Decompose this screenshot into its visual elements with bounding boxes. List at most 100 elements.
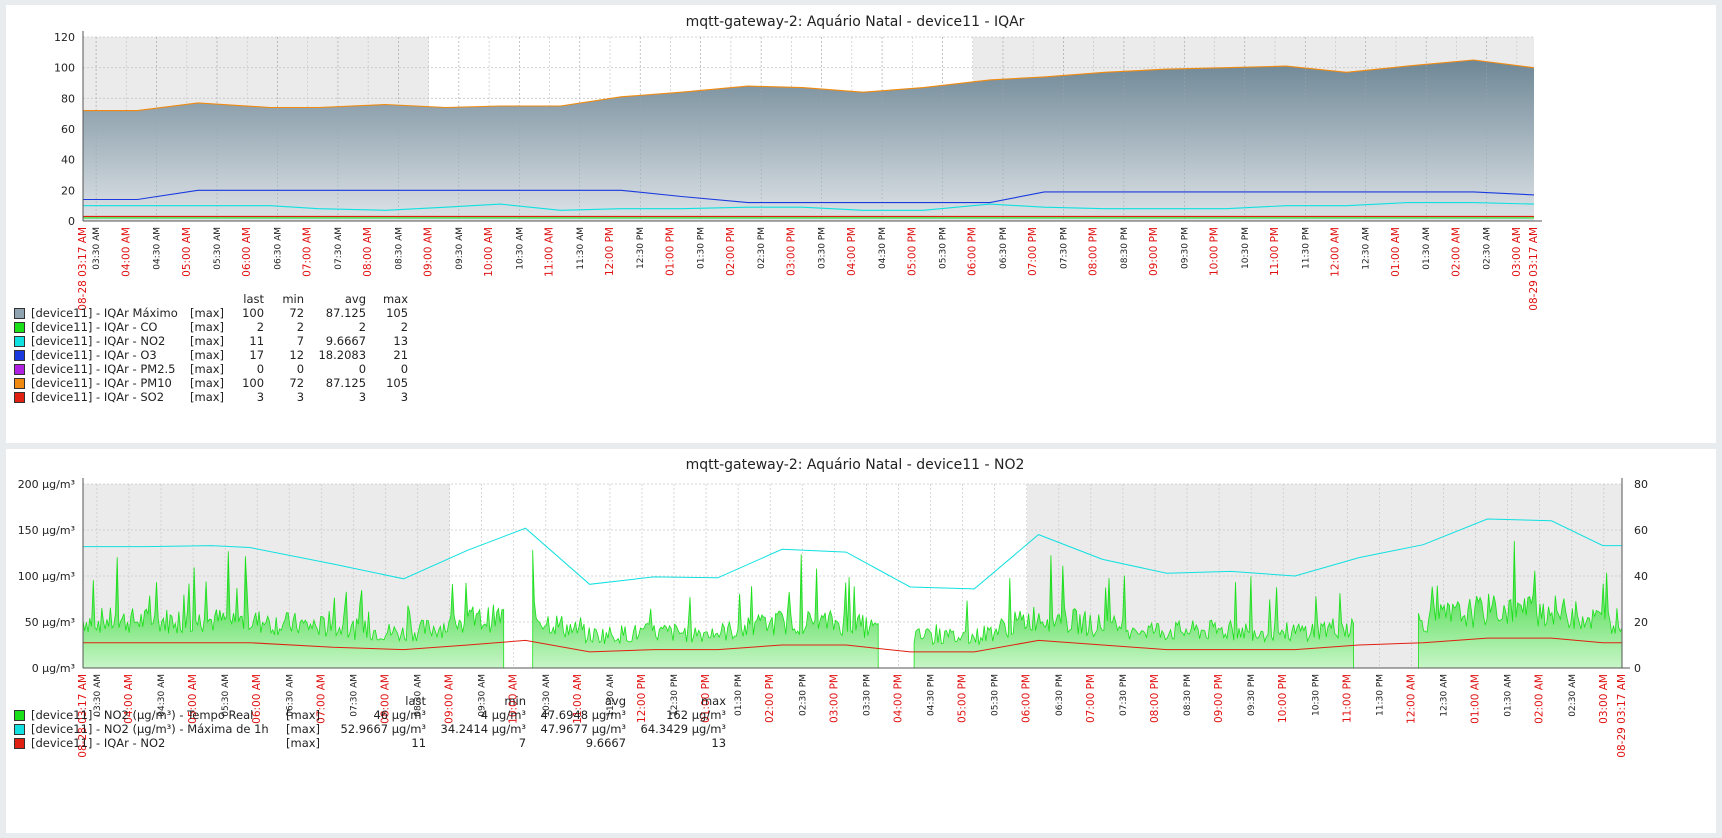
legend-last: 52.9667 μg/m³ [340, 722, 427, 736]
y-tick-label: 100 [54, 62, 75, 75]
iqar-x-tick-label: 10:00 AM [483, 227, 495, 277]
no2-x-tick-label: 04:00 PM [892, 674, 904, 723]
no2-x-tick-label: 07:30 AM [349, 674, 359, 717]
legend-swatch [14, 738, 25, 749]
legend-min: 34.2414 μg/m³ [440, 722, 527, 736]
no2-x-tick-label: 04:30 AM [157, 674, 167, 717]
legend-last: 46 μg/m³ [373, 708, 427, 722]
legend-func: [max] [190, 306, 225, 320]
legend-row: [device11] - IQAr - PM2.5 [max] 0 0 0 0 [14, 362, 408, 376]
iqar-x-tick-label: 11:30 PM [1301, 227, 1311, 269]
no2-x-tick-label: 09:30 PM [1247, 674, 1257, 716]
no2-x-tick-label: 03:30 PM [862, 674, 872, 716]
iqar-x-tick-label: 01:00 PM [664, 227, 676, 276]
legend-swatch [14, 710, 25, 721]
legend-row: [device11] - IQAr - NO2 [max] 11 7 9.6667 13 [14, 334, 408, 348]
legend-max: 21 [393, 348, 409, 362]
no2-x-tick-label: 06:30 AM [285, 674, 295, 717]
legend-swatch [14, 724, 25, 735]
legend-row: [device11] - IQAr - CO [max] 2 2 2 2 [14, 320, 408, 334]
no2-x-tick-label: 07:00 AM [315, 674, 327, 724]
no2-x-tick-label: 09:00 PM [1213, 674, 1225, 723]
iqar-x-tick-label: 06:00 AM [241, 227, 253, 277]
y-tick-label: 80 [61, 92, 75, 105]
no2-x-tick-label: 03:00 AM [1598, 674, 1610, 724]
iqar-x-tick-label: 12:00 AM [1329, 227, 1341, 277]
y-tick-label: 20 [61, 184, 75, 197]
iqar-x-tick-label: 06:30 PM [999, 227, 1009, 269]
iqar-x-tick-label: 11:00 AM [544, 227, 556, 277]
iqar-x-tick-label: 05:30 AM [213, 227, 223, 270]
iqar-x-tick-label: 08:00 AM [362, 227, 374, 277]
legend-header: last min avg max [405, 694, 727, 708]
iqar-x-tick-label: 04:30 AM [153, 227, 163, 270]
legend-min: 3 [296, 390, 305, 404]
y-left-tick-label: 0 μg/m³ [32, 662, 75, 675]
iqar-x-start-label: 08-28 03:17 AM [77, 227, 89, 311]
legend-func: [max] [190, 320, 225, 334]
legend-func: [max] [190, 376, 225, 390]
legend-max: 162 μg/m³ [666, 708, 727, 722]
iqar-x-tick-label: 07:30 AM [334, 227, 344, 270]
no2-x-tick-label: 11:30 PM [1375, 674, 1385, 716]
iqar-x-tick-label: 02:00 PM [725, 227, 737, 276]
legend-swatch [14, 364, 25, 375]
series-area-no2-tempo-real [913, 555, 1354, 669]
legend-func: [max] [286, 722, 321, 736]
no2-x-tick-label: 06:00 AM [251, 674, 263, 724]
iqar-x-tick-label: 07:30 PM [1059, 227, 1069, 269]
legend-max: 105 [386, 306, 409, 320]
legend-last: 100 [242, 376, 265, 390]
iqar-x-tick-label: 05:00 AM [181, 227, 193, 277]
no2-x-start-label: 08-28 03:17 AM [77, 674, 89, 758]
no2-x-tick-label: 05:00 PM [957, 674, 969, 723]
legend-func: [max] [190, 390, 225, 404]
iqar-x-tick-label: 08:30 PM [1120, 227, 1130, 269]
legend-row: [device11] - IQAr - NO2 [max] 11 7 9.6667 13 [14, 736, 726, 750]
no2-x-tick-label: 12:30 PM [670, 674, 680, 716]
legend-series-name: [device11] - NO2 (μg/m³) - Máxima de 1h [31, 722, 269, 736]
legend-swatch [14, 350, 25, 361]
legend-max: 0 [400, 362, 409, 376]
iqar-x-tick-label: 12:00 PM [604, 227, 616, 276]
iqar-x-tick-label: 05:00 PM [906, 227, 918, 276]
legend-min: 72 [289, 306, 305, 320]
legend-last: 11 [411, 736, 427, 750]
iqar-x-tick-label: 11:00 PM [1269, 227, 1281, 276]
legend-row: [device11] - IQAr Máximo [max] 100 72 87.125… [14, 306, 408, 320]
iqar-x-tick-label: 04:00 PM [846, 227, 858, 276]
iqar-x-tick-label: 08:30 AM [394, 227, 404, 270]
legend-swatch [14, 392, 25, 403]
iqar-x-tick-label: 09:30 PM [1180, 227, 1190, 269]
legend-func: [max] [286, 736, 321, 750]
legend-header: last min avg max [243, 292, 409, 306]
legend-series-name: [device11] - NO2 (μg/m³) - Tempo Real [31, 708, 254, 722]
iqar-x-tick-label: 07:00 AM [302, 227, 314, 277]
graph-panel-iqar: mqtt-gateway-2: Aquário Natal - device11… [6, 5, 1716, 443]
legend-max: 13 [393, 334, 409, 348]
no2-x-tick-label: 01:30 AM [1504, 674, 1514, 717]
iqar-x-tick-label: 10:00 PM [1209, 227, 1221, 276]
iqar-chart: mqtt-gateway-2: Aquário Natal - device11… [54, 14, 1542, 311]
legend-series-name: [device11] - IQAr - SO2 [31, 390, 165, 404]
series-line-5 [83, 59, 1535, 112]
no2-x-tick-label: 09:30 AM [478, 674, 488, 717]
no2-x-tick-label: 12:00 AM [1405, 674, 1417, 724]
iqar-x-tick-label: 02:30 PM [757, 227, 767, 269]
iqar-x-tick-label: 09:00 PM [1148, 227, 1160, 276]
legend-avg: 0 [358, 362, 367, 376]
no2-x-tick-label: 10:00 AM [508, 674, 520, 724]
y-left-tick-label: 150 μg/m³ [18, 524, 75, 537]
series-line-2 [83, 202, 1535, 211]
legend-func: [max] [190, 334, 225, 348]
y-right-tick-label: 0 [1634, 662, 1641, 675]
iqar-x-tick-label: 03:30 PM [818, 227, 828, 269]
no2-x-tick-label: 02:30 AM [1568, 674, 1578, 717]
no2-x-tick-label: 01:00 AM [1470, 674, 1482, 724]
legend-avg: 18.2083 [318, 348, 367, 362]
legend-func: [max] [190, 348, 225, 362]
iqar-x-tick-label: 12:30 PM [636, 227, 646, 269]
legend-swatch [14, 336, 25, 347]
legend-avg: 9.6667 [585, 736, 627, 750]
chart-title: mqtt-gateway-2: Aquário Natal - device11… [686, 457, 1025, 473]
